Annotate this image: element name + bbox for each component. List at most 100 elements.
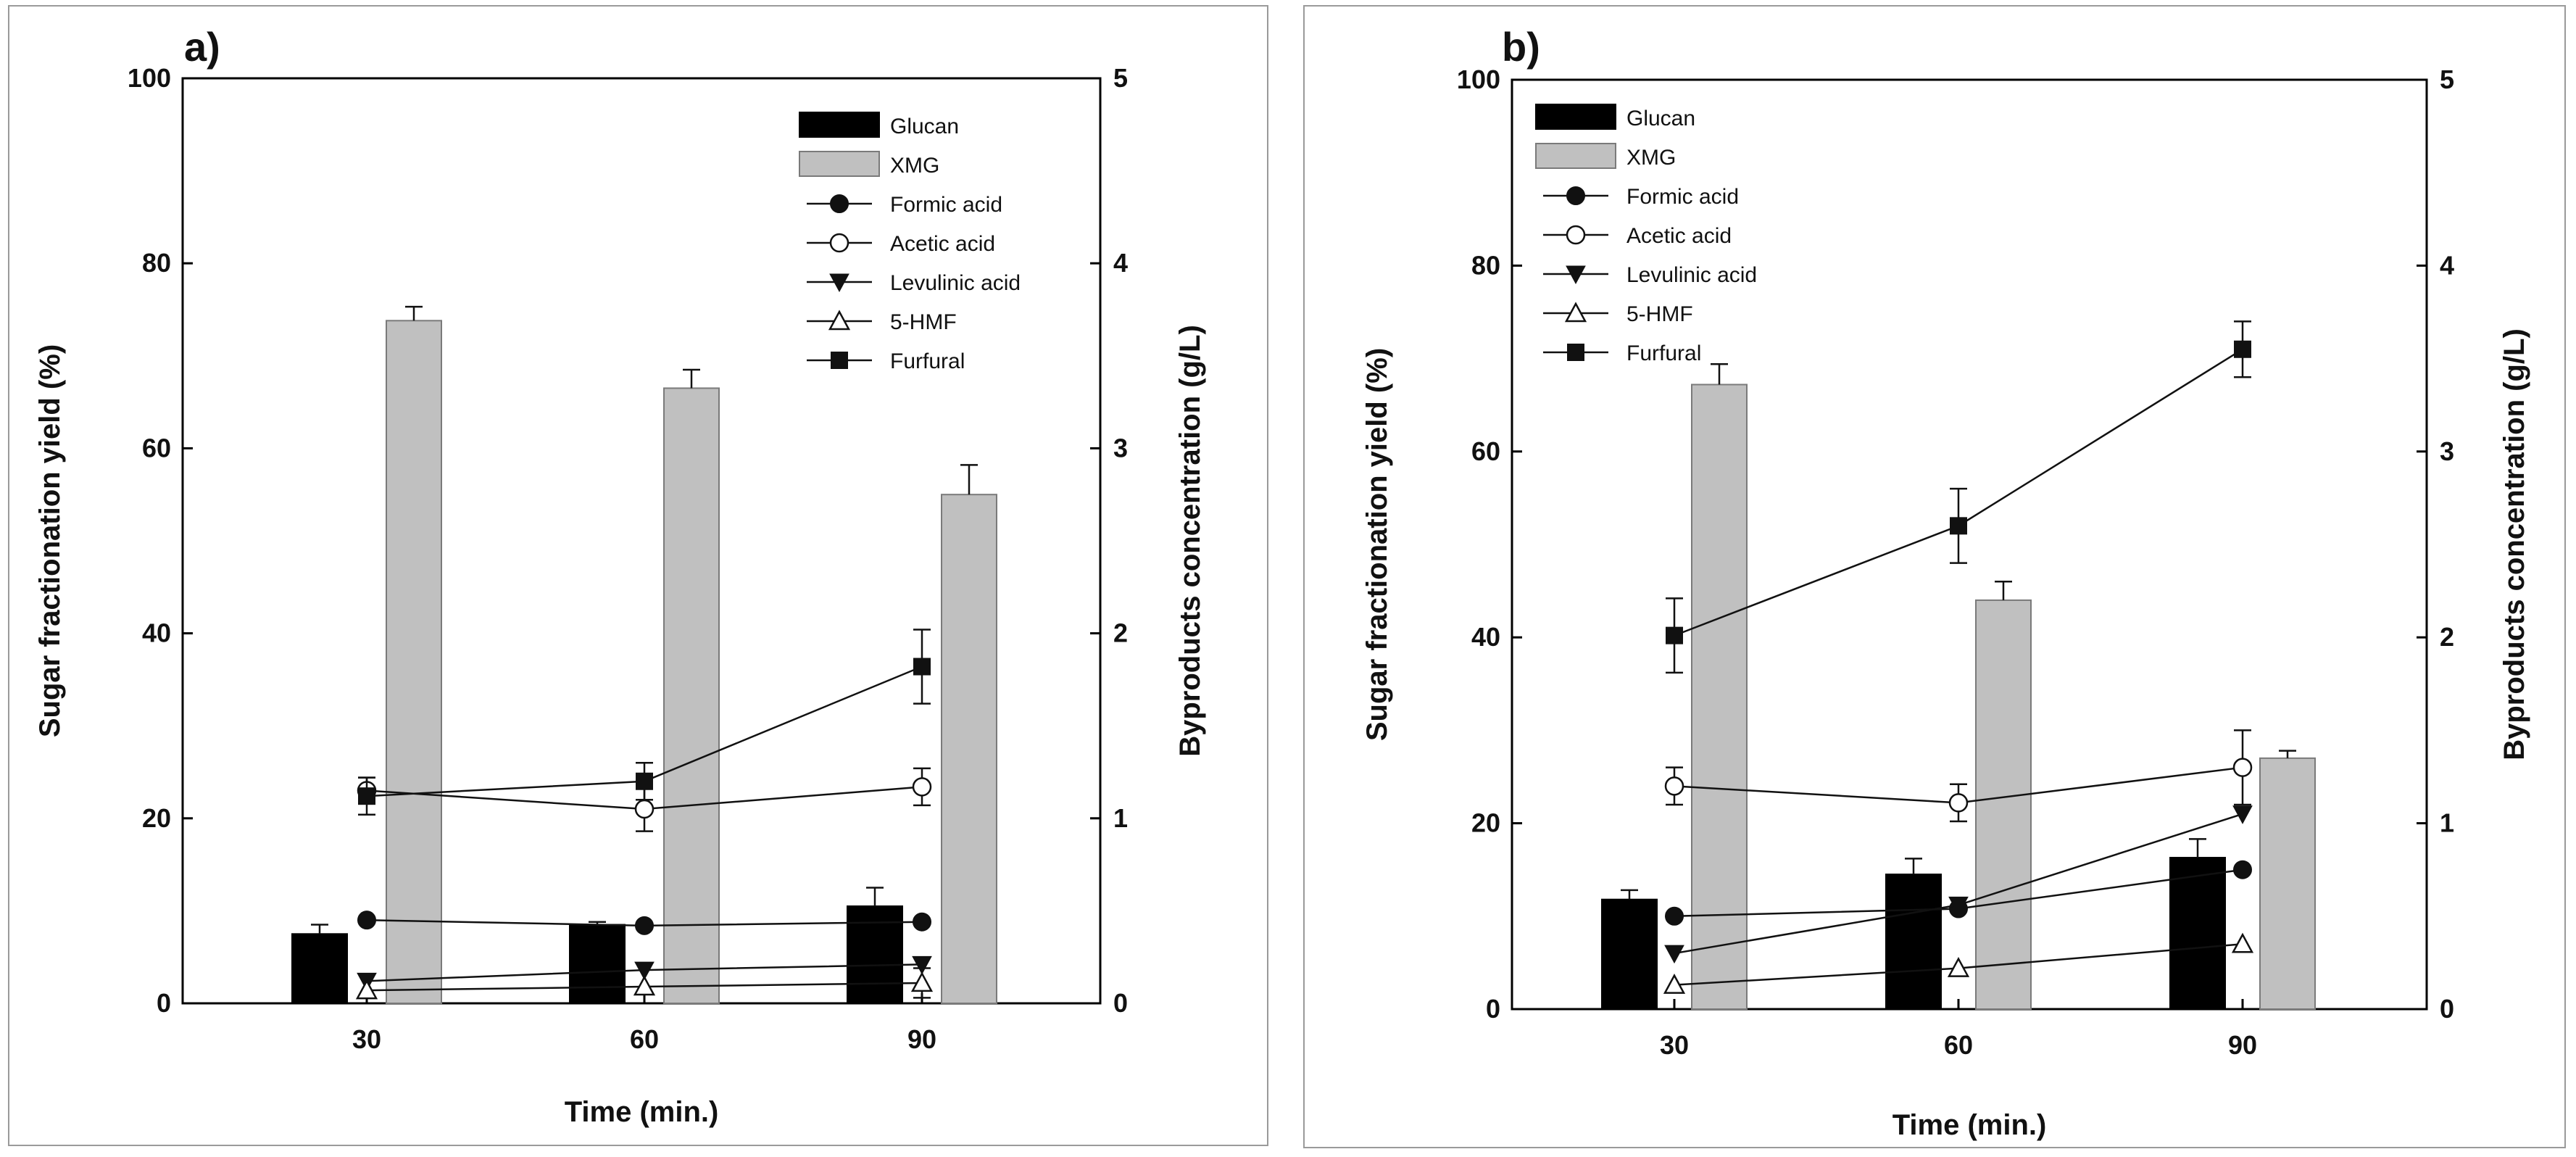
y2-tick-label: 5 (2440, 65, 2454, 94)
legend-xmg-swatch (1535, 143, 1616, 169)
xmg-bar (941, 494, 997, 1004)
formic-acid-point (913, 912, 931, 932)
legend-acetic-acid-marker (829, 233, 849, 253)
acetic-acid-point (2232, 758, 2253, 777)
figure-border (1303, 5, 2566, 1148)
figure-panel-a: a) 0 20 40 60 80 100 0 1 2 3 4 5 30 60 90 Time (min.) Sug… (0, 0, 1288, 1153)
legend-label: XMG (890, 154, 939, 178)
legend-label: Levulinic acid (890, 271, 1021, 295)
legend-formic-acid-marker (1566, 186, 1585, 205)
legend-label: Acetic acid (890, 232, 995, 256)
furfural-point (358, 787, 375, 805)
xmg-bar (663, 387, 720, 1004)
furfural-point (1950, 517, 1967, 535)
x-tick-label: 60 (1944, 1030, 1973, 1060)
legend-levulinic-acid-marker (1566, 265, 1586, 285)
levulinic-acid-point (1664, 945, 1684, 964)
acetic-acid-point (912, 777, 932, 797)
legend-5-hmf-marker (1564, 302, 1587, 323)
y2-tick-label: 0 (1113, 988, 1128, 1018)
legend-xmg-swatch (799, 151, 880, 177)
x-axis-label: Time (min.) (565, 1096, 719, 1128)
legend-glucan-swatch (1535, 104, 1616, 130)
furfural-point (2234, 340, 2251, 358)
y-tick-label: 0 (157, 988, 171, 1018)
legend-label: 5-HMF (890, 310, 957, 334)
formic-acid-point (2233, 860, 2252, 879)
y-tick-label: 100 (1457, 65, 1500, 94)
y2-tick-label: 1 (1113, 803, 1128, 833)
figure-border (8, 5, 1268, 1146)
x-tick-label: 90 (907, 1024, 936, 1054)
panel-label: a) (184, 24, 220, 70)
5-hmf-point (910, 971, 934, 992)
levulinic-acid-line (1674, 813, 2243, 955)
legend-5-hmf-marker (828, 310, 851, 331)
legend-label: Furfural (1626, 341, 1701, 365)
glucan-bar (1601, 898, 1658, 1010)
y-tick-label: 80 (142, 248, 171, 278)
panel-label: b) (1502, 24, 1540, 70)
xmg-bar (1975, 599, 2032, 1010)
y2-tick-label: 1 (2440, 808, 2454, 838)
y2-tick-label: 0 (2440, 994, 2454, 1024)
acetic-acid-point (634, 799, 655, 819)
chart-a: a) 0 20 40 60 80 100 0 1 2 3 4 5 30 60 90 Time (min.) Sug… (8, 5, 1268, 1146)
y-tick-label: 60 (142, 433, 171, 463)
y2-tick-label: 3 (2440, 436, 2454, 466)
legend-acetic-acid-marker (1566, 225, 1586, 245)
glucan-bar (291, 933, 348, 1005)
5-hmf-point (1947, 956, 1970, 977)
acetic-acid-point (1664, 776, 1684, 796)
y-tick-label: 20 (1471, 808, 1500, 838)
y2-axis-label: Byproducts concentration (g/L) (2498, 328, 2530, 760)
formic-acid-point (1665, 906, 1684, 926)
y2-tick-label: 2 (2440, 622, 2454, 652)
legend-levulinic-acid-marker (829, 273, 849, 293)
legend-formic-acid-marker (830, 194, 849, 213)
x-tick-label: 60 (630, 1024, 659, 1054)
furfural-point (913, 658, 931, 676)
xmg-bar (386, 320, 442, 1004)
glucan-bar (1885, 874, 1942, 1010)
levulinic-acid-point (912, 955, 932, 975)
y2-tick-label: 2 (1113, 618, 1128, 648)
y-tick-label: 40 (1471, 622, 1500, 652)
y-axis-label: Sugar fractionation yield (%) (34, 344, 66, 737)
levulinic-acid-point (1948, 896, 1969, 916)
figure-panel-b: b) 0 20 40 60 80 100 0 1 2 3 4 5 30 60 90 Time (min.) Sug… (1288, 0, 2576, 1153)
legend: Glucan XMG Formic acid Acetic acid Levulinic… (799, 112, 1021, 373)
glucan-bar (569, 924, 626, 1005)
levulinic-acid-point (634, 961, 655, 981)
y-tick-label: 40 (142, 618, 171, 648)
x-tick-label: 90 (2228, 1030, 2257, 1060)
glucan-bar (847, 905, 903, 1005)
xmg-bar (1691, 383, 1748, 1010)
formic-acid-point (357, 911, 376, 930)
acetic-acid-point (1948, 793, 1969, 813)
legend-label: Furfural (890, 349, 965, 373)
5-hmf-point (633, 975, 656, 996)
xmg-bar (2259, 757, 2316, 1010)
plot-frame (1511, 78, 2428, 1011)
5-hmf-point (1663, 974, 1686, 994)
legend-label: Glucan (1626, 107, 1695, 130)
glucan-bar (2169, 857, 2226, 1011)
furfural-point (1666, 626, 1683, 644)
y-tick-label: 100 (128, 63, 171, 93)
y2-tick-label: 4 (1113, 248, 1128, 278)
legend: Glucan XMG Formic acid Acetic acid Levulinic… (1535, 104, 1757, 365)
furfural-point (636, 772, 653, 790)
plot-frame (181, 77, 1102, 1005)
y-tick-label: 60 (1471, 436, 1500, 466)
chart-b: b) 0 20 40 60 80 100 0 1 2 3 4 5 30 60 90 Time (min.) Sug… (1303, 5, 2566, 1148)
legend-label: Formic acid (890, 193, 1002, 217)
5-hmf-point (2231, 932, 2254, 953)
legend-label: Glucan (890, 115, 959, 138)
levulinic-acid-point (2232, 805, 2253, 824)
legend-label: Levulinic acid (1626, 263, 1757, 287)
y-tick-label: 20 (142, 803, 171, 833)
legend-label: 5-HMF (1626, 302, 1693, 326)
y2-tick-label: 4 (2440, 250, 2454, 280)
legend-furfural-marker (831, 352, 848, 369)
